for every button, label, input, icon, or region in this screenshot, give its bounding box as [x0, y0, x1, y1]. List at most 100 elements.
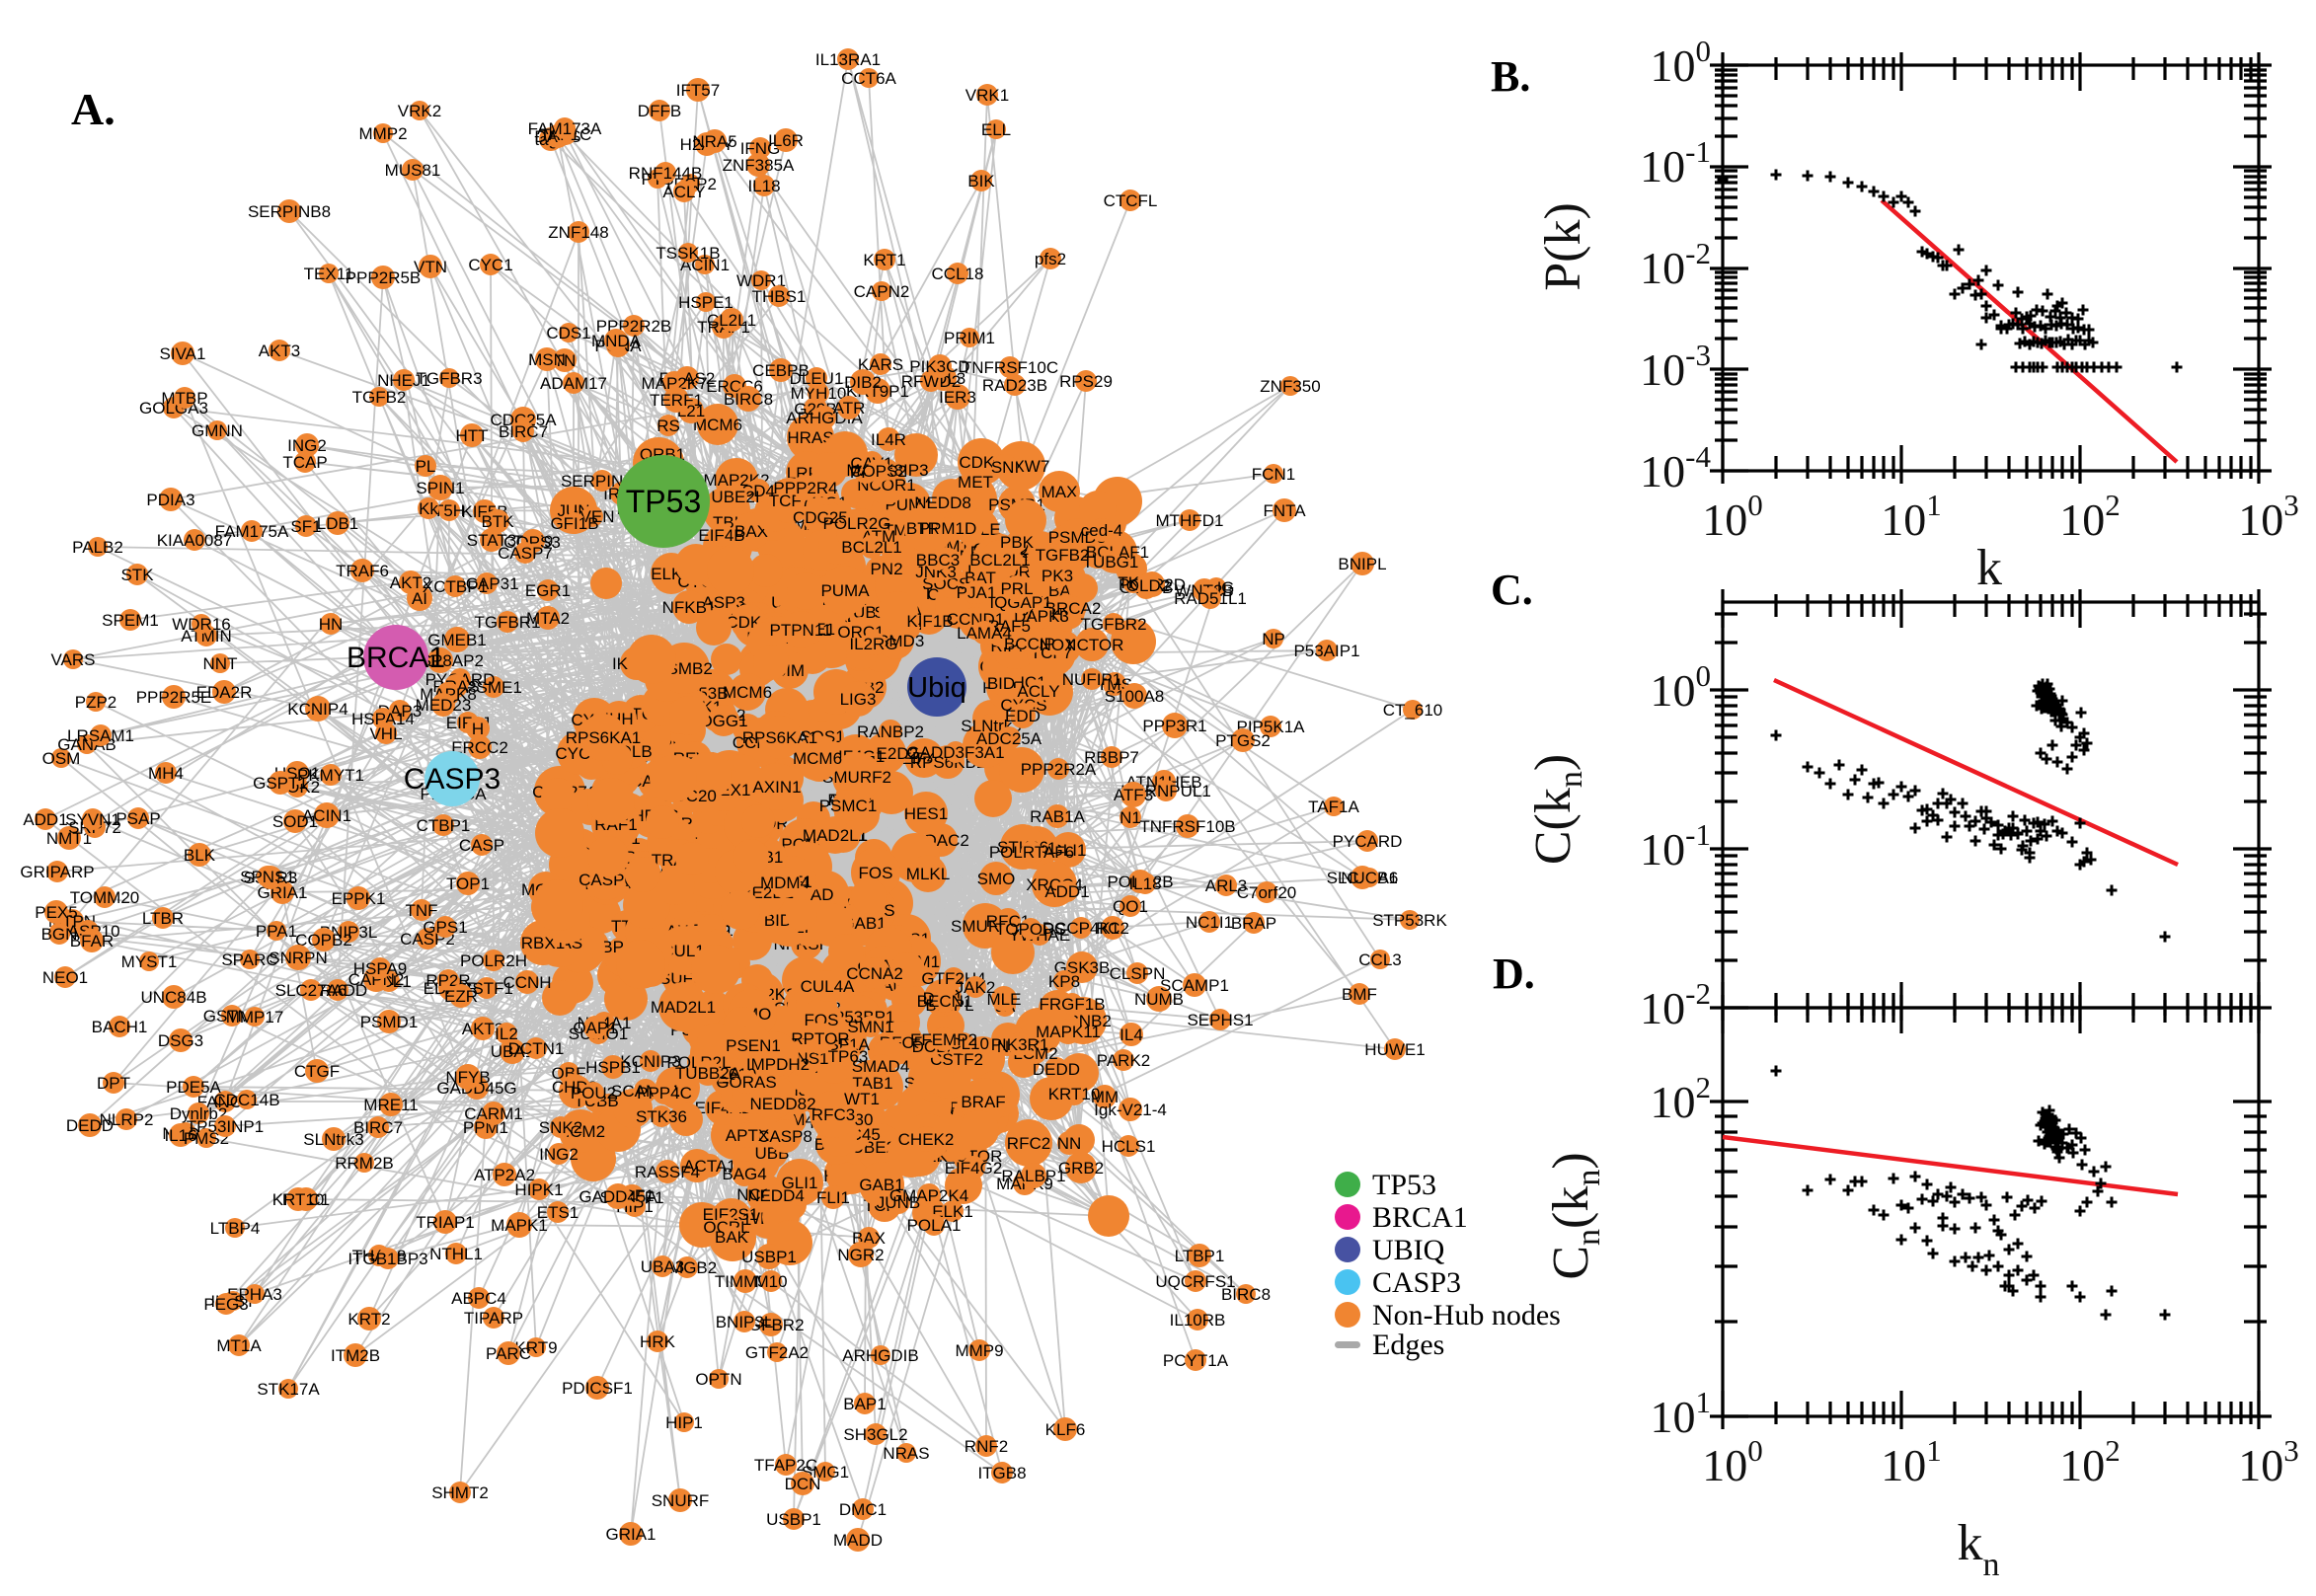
svg-text:PL: PL — [416, 457, 436, 476]
svg-text:PDIA3: PDIA3 — [146, 491, 194, 509]
svg-text:CTGF: CTGF — [294, 1062, 340, 1081]
svg-text:Igk-V21-4: Igk-V21-4 — [1094, 1101, 1167, 1119]
svg-text:CASP7: CASP7 — [498, 544, 553, 563]
svg-text:CASP3: CASP3 — [1372, 1266, 1461, 1299]
svg-text:DMC1: DMC1 — [839, 1500, 887, 1519]
svg-text:DEDD: DEDD — [1033, 1060, 1080, 1079]
svg-text:PYCARD: PYCARD — [1333, 832, 1403, 851]
svg-text:NN: NN — [1057, 1134, 1082, 1153]
svg-text:RPS29: RPS29 — [1059, 372, 1113, 391]
svg-text:IL10RB: IL10RB — [1170, 1311, 1226, 1330]
svg-text:GADD45A: GADD45A — [579, 1187, 657, 1206]
svg-text:BNIPL: BNIPL — [1338, 555, 1386, 573]
svg-text:KIF1B: KIF1B — [906, 612, 953, 631]
svg-text:BRAP: BRAP — [1231, 914, 1276, 933]
svg-text:MCM6: MCM6 — [723, 683, 772, 702]
svg-text:T5H: T5H — [433, 501, 465, 520]
svg-text:PPP2R5E: PPP2R5E — [136, 688, 212, 707]
svg-text:KLF6: KLF6 — [1045, 1420, 1086, 1439]
svg-text:FNTA: FNTA — [1263, 501, 1306, 520]
svg-text:SNURF: SNURF — [652, 1491, 710, 1510]
svg-text:MSN: MSN — [528, 350, 566, 369]
svg-text:NRAS: NRAS — [883, 1444, 929, 1463]
svg-text:NFYB: NFYB — [445, 1068, 490, 1087]
svg-text:BIK: BIK — [967, 172, 995, 190]
svg-text:BAK: BAK — [715, 1228, 749, 1247]
svg-text:GORAS: GORAS — [716, 1073, 776, 1092]
svg-text:UBA3: UBA3 — [641, 1257, 684, 1276]
svg-text:PK3: PK3 — [1042, 567, 1073, 585]
svg-text:MLE: MLE — [987, 990, 1022, 1009]
svg-text:HSPB1: HSPB1 — [585, 1058, 641, 1077]
svg-text:COPB2: COPB2 — [295, 931, 352, 950]
svg-text:BCL2L1: BCL2L1 — [841, 538, 901, 557]
svg-text:BIRC8: BIRC8 — [724, 390, 773, 409]
svg-text:CDC14B: CDC14B — [213, 1091, 279, 1109]
svg-text:PRL: PRL — [1000, 579, 1033, 598]
svg-text:GMEB1: GMEB1 — [427, 631, 487, 649]
svg-text:ING2: ING2 — [287, 436, 327, 455]
svg-text:COPS2: COPS2 — [850, 462, 907, 481]
svg-text:GRB2: GRB2 — [1058, 1159, 1104, 1178]
svg-text:ING2: ING2 — [539, 1145, 579, 1164]
svg-text:CYC1: CYC1 — [468, 256, 512, 274]
svg-text:PJA1: PJA1 — [957, 583, 997, 602]
svg-text:UBIQ: UBIQ — [1372, 1234, 1445, 1266]
svg-text:RNF2: RNF2 — [965, 1437, 1008, 1456]
svg-text:RICTOR: RICTOR — [1060, 636, 1124, 654]
svg-text:IL13RA1: IL13RA1 — [815, 50, 881, 69]
svg-text:BIRC7: BIRC7 — [499, 422, 548, 441]
svg-text:HUWE1: HUWE1 — [1364, 1040, 1425, 1059]
svg-text:HRAS: HRAS — [787, 428, 833, 447]
svg-text:CDS1: CDS1 — [546, 324, 590, 342]
svg-text:ZNF385A: ZNF385A — [723, 156, 795, 175]
svg-text:TFAP2C: TFAP2C — [754, 1456, 817, 1475]
svg-text:GLI1: GLI1 — [782, 1174, 818, 1192]
svg-text:VHL: VHL — [369, 724, 402, 743]
svg-text:MMP9: MMP9 — [955, 1341, 1003, 1360]
svg-text:MTA2: MTA2 — [526, 609, 570, 628]
svg-text:KRT2: KRT2 — [347, 1310, 390, 1329]
svg-text:EFEMP2: EFEMP2 — [910, 1030, 977, 1049]
svg-text:ACTA1: ACTA1 — [683, 1157, 736, 1176]
svg-text:CDC25C: CDC25C — [793, 508, 860, 527]
svg-text:PPP2R2A: PPP2R2A — [1021, 760, 1097, 779]
svg-text:PTPN11: PTPN11 — [770, 621, 832, 640]
svg-text:IL4R: IL4R — [871, 430, 906, 449]
svg-text:KRT1: KRT1 — [863, 251, 905, 269]
svg-text:PSMD1: PSMD1 — [360, 1013, 419, 1031]
svg-text:NEDD82: NEDD82 — [749, 1095, 815, 1113]
svg-text:ATF3: ATF3 — [1114, 786, 1153, 804]
svg-text:ADD1: ADD1 — [1044, 882, 1089, 901]
svg-text:BMF: BMF — [1342, 985, 1377, 1004]
svg-text:FLI1: FLI1 — [816, 1188, 850, 1207]
svg-text:MTBP: MTBP — [161, 389, 207, 408]
svg-text:NFKB1: NFKB1 — [662, 598, 717, 617]
svg-text:NEDD8: NEDD8 — [914, 494, 971, 512]
svg-text:UBA1: UBA1 — [491, 1042, 534, 1061]
svg-text:LRSAM1: LRSAM1 — [67, 726, 134, 745]
svg-text:ABPC4: ABPC4 — [451, 1289, 506, 1308]
svg-text:ZNF148: ZNF148 — [548, 223, 608, 242]
svg-text:VRK2: VRK2 — [398, 102, 441, 120]
svg-text:CAPN2: CAPN2 — [854, 282, 910, 301]
svg-text:POU2: POU2 — [571, 1084, 616, 1102]
svg-text:VARS: VARS — [50, 650, 95, 669]
svg-text:JUNB: JUNB — [877, 1193, 920, 1212]
svg-text:PPP4C: PPP4C — [637, 1084, 692, 1102]
svg-text:HSPA14: HSPA14 — [351, 710, 415, 728]
svg-text:DSG3: DSG3 — [158, 1031, 203, 1050]
svg-text:HSPE1: HSPE1 — [678, 293, 733, 312]
svg-text:IL6R: IL6R — [768, 131, 804, 150]
svg-text:SNI: SNI — [991, 458, 1019, 477]
svg-text:pfs2: pfs2 — [1035, 250, 1066, 268]
svg-text:TN: TN — [554, 351, 577, 370]
svg-text:QO1: QO1 — [1113, 897, 1148, 916]
svg-text:GFI1B: GFI1B — [550, 514, 598, 533]
svg-text:TGFBR1: TGFBR1 — [474, 613, 540, 632]
svg-text:MED23: MED23 — [416, 696, 472, 715]
svg-text:RS: RS — [656, 417, 680, 435]
svg-text:MH4: MH4 — [148, 764, 184, 783]
svg-text:SNK2: SNK2 — [539, 1118, 582, 1137]
svg-text:SMAD4: SMAD4 — [852, 1057, 910, 1076]
